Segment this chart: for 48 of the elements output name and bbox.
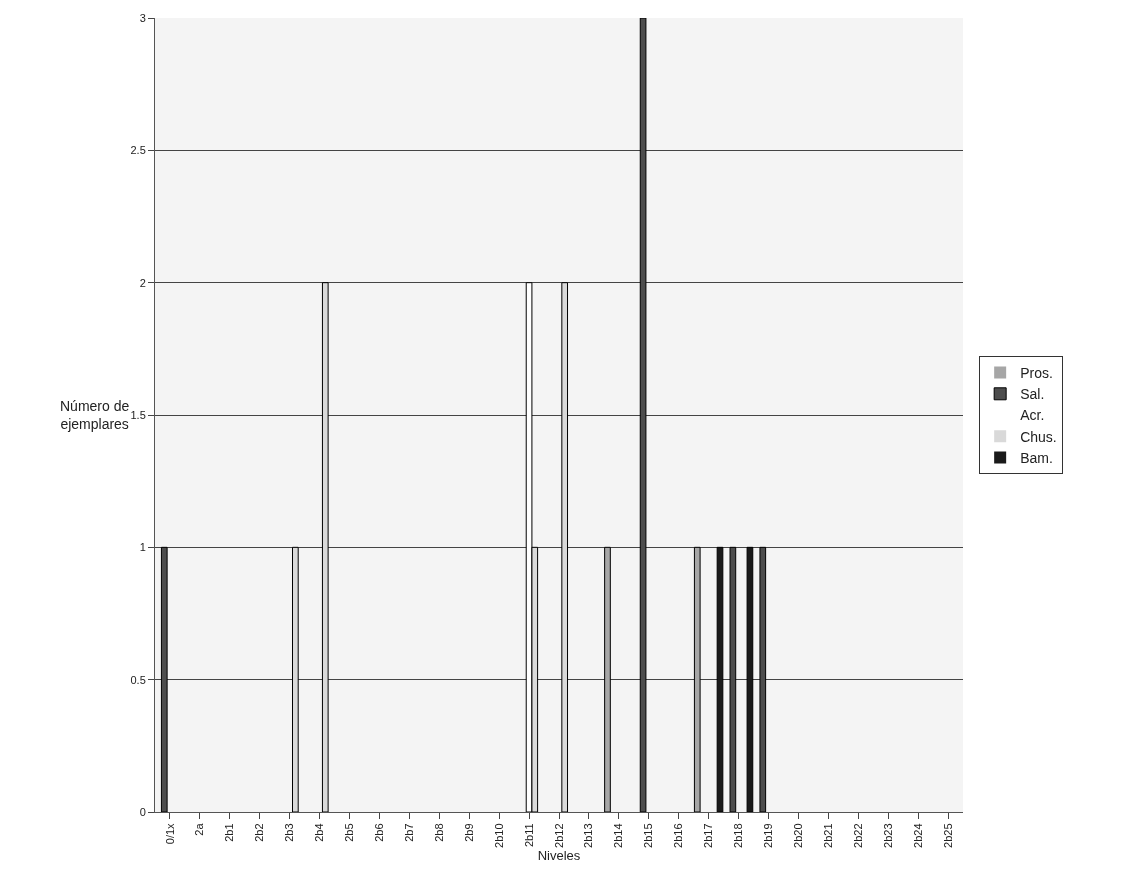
x-tick-label: 2b9	[462, 823, 475, 842]
x-tick-label: 2b17	[702, 823, 715, 848]
x-tick-label: 2b7	[402, 823, 415, 842]
y-tick-label: 0	[139, 805, 146, 818]
x-tick-label: 2b6	[373, 823, 386, 842]
x-tick-label: 2b2	[253, 823, 266, 842]
bar	[561, 282, 569, 812]
x-tick-label: 2b11	[522, 823, 535, 848]
bar	[604, 546, 611, 812]
x-tick-label: 2b3	[283, 823, 296, 842]
y-tick-label: 2.5	[130, 144, 146, 157]
y-tick-label: 1.5	[130, 408, 146, 421]
bar	[716, 546, 724, 812]
bar	[693, 546, 701, 812]
x-tick-label: 2b1	[223, 823, 236, 842]
x-tick-label: 0/1x	[163, 822, 176, 845]
bar	[292, 546, 299, 812]
x-tick-label: 2b12	[552, 823, 565, 848]
y-tick-label: 1	[139, 541, 146, 554]
bar	[746, 546, 754, 812]
y-tick-label: 3	[139, 11, 146, 24]
legend-label: Bam.	[1020, 449, 1053, 466]
x-tick-label: 2b25	[941, 823, 954, 848]
x-tick-label: 2a	[193, 822, 206, 836]
x-tick-label: 2b14	[612, 823, 625, 848]
x-tick-label: 2b5	[343, 823, 356, 842]
y-tick-label: 2	[139, 276, 146, 289]
x-tick-label: 2b24	[911, 823, 924, 848]
x-tick-label: 2b22	[851, 823, 864, 848]
x-tick-label: 2b18	[732, 823, 745, 848]
x-axis-title: Niveles	[537, 848, 581, 864]
x-tick-label: 2b8	[432, 823, 445, 842]
x-tick-label: 2b19	[762, 823, 775, 848]
bar	[321, 282, 329, 812]
legend-label: Sal.	[1020, 386, 1045, 403]
y-axis-title: Número de ejemplares	[60, 398, 130, 433]
y-tick-label: 0.5	[130, 673, 146, 686]
x-tick-label: 2b21	[821, 823, 834, 848]
x-tick-label: 2b23	[881, 823, 894, 848]
x-tick-label: 2b15	[642, 823, 655, 848]
x-tick-label: 2b20	[791, 823, 804, 848]
legend-label: Chus.	[1020, 428, 1057, 445]
x-tick-label: 2b16	[672, 823, 685, 848]
x-tick-label: 2b13	[582, 823, 595, 848]
legend-label: Pros.	[1020, 365, 1053, 382]
x-tick-label: 2b4	[313, 823, 326, 842]
x-tick-label: 2b10	[492, 823, 505, 848]
text: Acr.	[1020, 407, 1045, 424]
